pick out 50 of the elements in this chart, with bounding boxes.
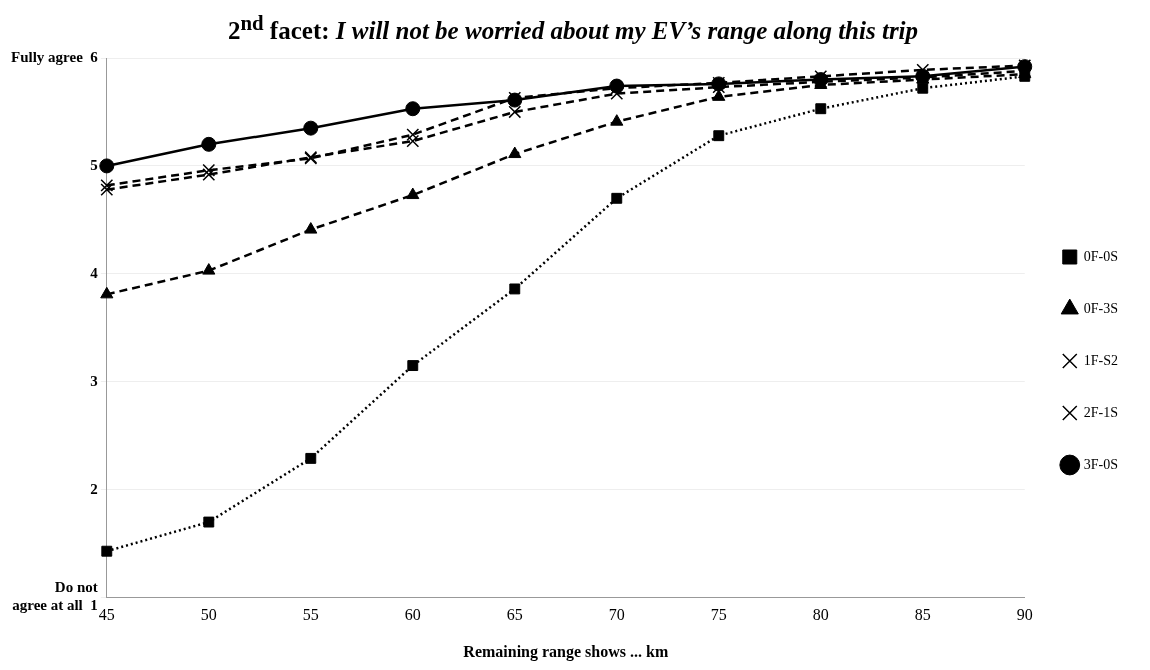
point [815, 103, 827, 115]
point [405, 101, 421, 117]
point [712, 89, 726, 102]
x-tick-label: 90 [1016, 606, 1033, 624]
y-tick-label: 2 [90, 480, 98, 497]
point [202, 263, 216, 275]
point [406, 135, 420, 148]
x-tick-label: 80 [812, 606, 829, 624]
point [202, 164, 216, 177]
point [203, 516, 215, 528]
point [101, 546, 113, 557]
point [201, 137, 217, 153]
point [100, 183, 114, 197]
x-tick-label: 65 [506, 606, 523, 624]
legend-label: 0F-0S [1083, 249, 1118, 264]
point [508, 146, 522, 159]
point [713, 130, 725, 142]
point [100, 179, 114, 193]
x-tick-label: 55 [302, 606, 319, 624]
legend-label: 1F-S2 [1083, 353, 1118, 368]
point [406, 187, 420, 200]
point [202, 168, 216, 182]
chart-title: 2$^{nd}$ facet: I will not be worried about my EV’s range along this trip [227, 11, 919, 45]
y-tick-label: Fully agree 6 [11, 49, 99, 66]
legend-label: 0F-3S [1083, 301, 1118, 316]
y-tick-label: 5 [90, 157, 98, 174]
point [509, 283, 521, 295]
point [100, 287, 114, 299]
point [917, 83, 929, 94]
point [407, 360, 419, 372]
x-tick-label: 45 [98, 606, 115, 624]
legend-label: 3F-0S [1083, 457, 1118, 472]
x-tick-label: 70 [608, 606, 625, 624]
point [610, 82, 624, 95]
point [99, 158, 115, 174]
y-tick-label: 3 [90, 372, 98, 389]
point [305, 453, 317, 465]
y-tick-label: Do not agree at all 1 [12, 579, 98, 614]
legend-label: 2F-1S [1083, 405, 1118, 420]
x-tick-label: 50 [200, 606, 217, 624]
point [610, 114, 624, 126]
point [611, 193, 623, 205]
x-axis-title: Remaining range shows ... km [463, 642, 669, 661]
y-tick-label: 4 [90, 265, 99, 282]
point [303, 120, 319, 136]
point [406, 128, 420, 142]
point [304, 222, 318, 234]
x-tick-label: 85 [914, 606, 931, 624]
x-tick-label: 60 [404, 606, 421, 624]
x-tick-label: 75 [710, 606, 727, 624]
